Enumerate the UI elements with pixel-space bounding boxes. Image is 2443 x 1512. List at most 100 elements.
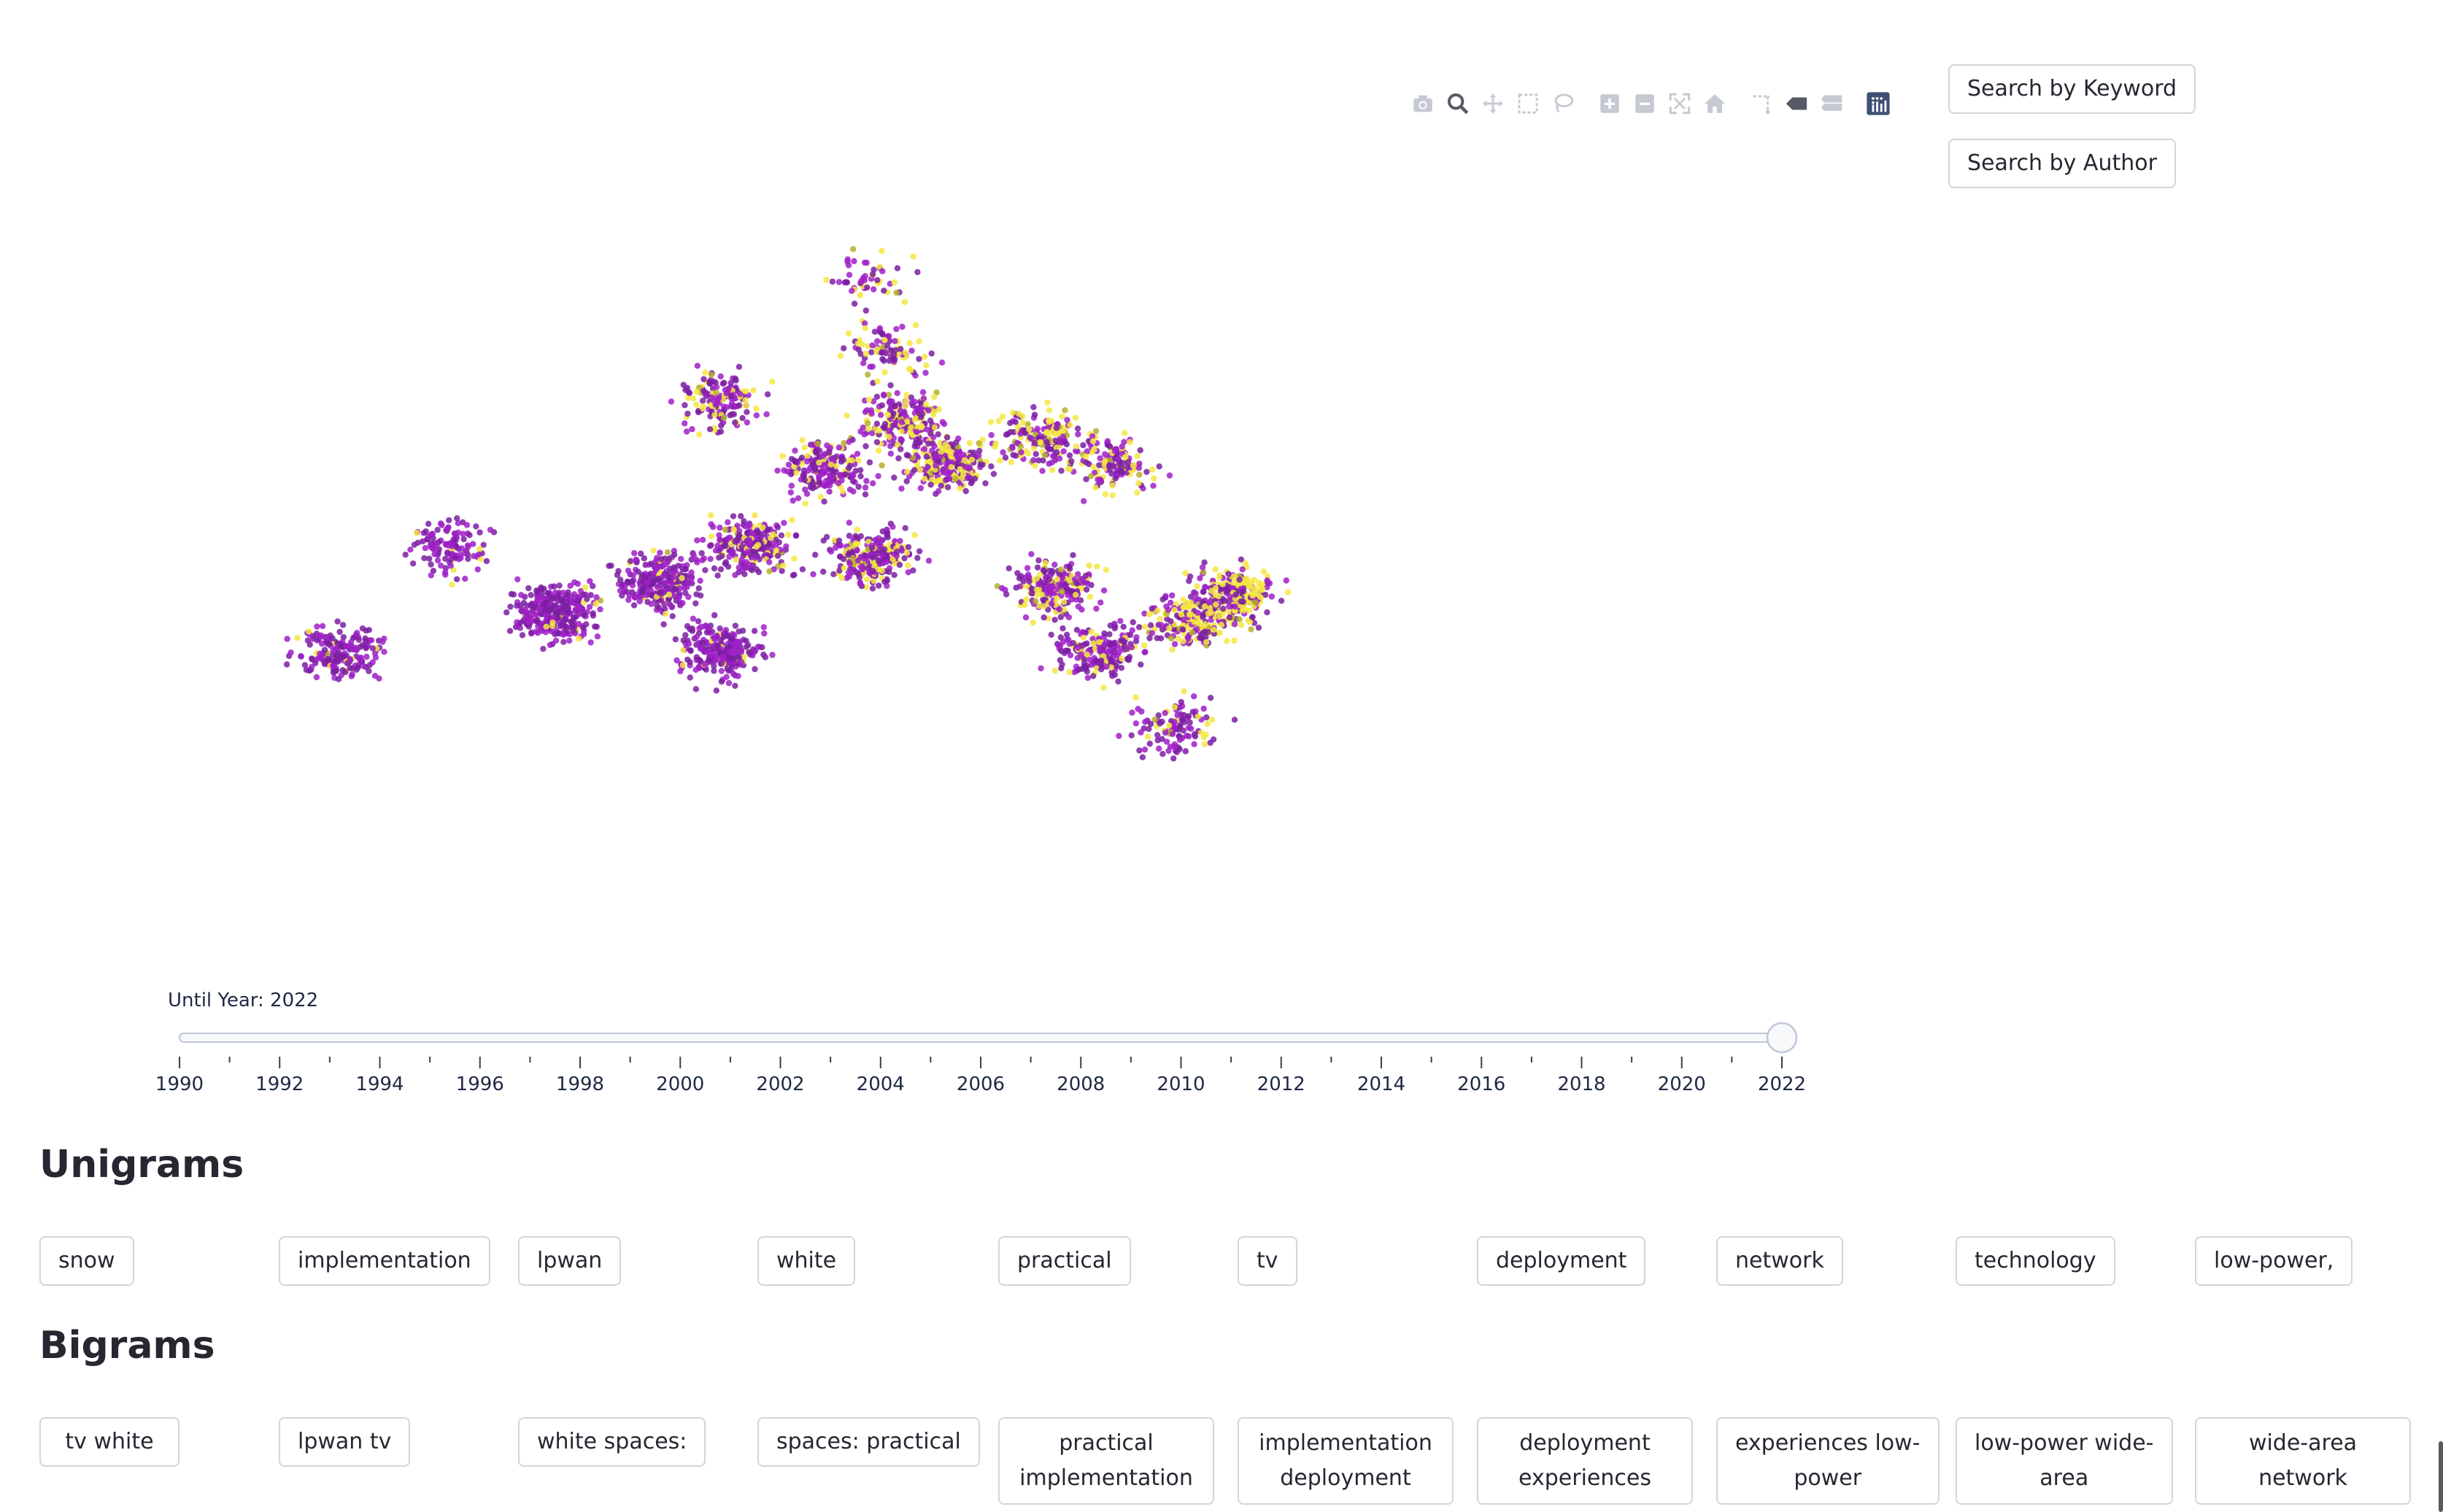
scatter-point — [1278, 598, 1285, 604]
scatter-point — [1202, 603, 1208, 610]
unigram-chip[interactable]: tv — [1238, 1236, 1297, 1286]
unigram-chip[interactable]: practical — [998, 1236, 1131, 1286]
scatter-point — [520, 600, 528, 606]
scatter-point — [662, 579, 669, 586]
unigram-chip[interactable]: technology — [1956, 1236, 2115, 1286]
scatter-point — [706, 379, 713, 385]
scatter-point — [368, 637, 375, 644]
scatter-point — [935, 431, 941, 438]
bigram-chip[interactable]: lpwan tv — [279, 1417, 411, 1467]
scatter-point — [835, 444, 843, 451]
bigram-chip[interactable]: implementation deployment — [1238, 1417, 1454, 1505]
scatter-point — [1018, 449, 1024, 455]
zoom-in-icon[interactable] — [1595, 88, 1624, 120]
scatter-point — [701, 376, 707, 382]
scatter-point — [774, 552, 781, 559]
scatter-point — [1058, 647, 1065, 655]
scatter-point — [1135, 706, 1141, 712]
hover-compare-icon[interactable] — [1817, 88, 1846, 120]
unigram-chip[interactable]: network — [1716, 1236, 1843, 1286]
scatter-point — [1089, 438, 1097, 444]
scatter-point — [1100, 587, 1108, 594]
unigram-chip[interactable]: deployment — [1477, 1236, 1646, 1286]
scatter-point — [1038, 665, 1044, 672]
bigram-chip[interactable]: wide-area network — [2195, 1417, 2411, 1505]
pan-icon[interactable] — [1478, 88, 1508, 120]
search-by-keyword-button[interactable]: Search by Keyword — [1948, 64, 2196, 114]
unigram-chip[interactable]: lpwan — [518, 1236, 622, 1286]
scatter-point — [537, 593, 544, 599]
scatter-point — [753, 412, 760, 419]
scatter-point — [1063, 441, 1070, 448]
scatter-point — [793, 469, 800, 477]
bigram-chip[interactable]: low-power wide-area — [1956, 1417, 2173, 1505]
lasso-select-icon[interactable] — [1548, 88, 1578, 120]
scatter-point — [1084, 651, 1091, 658]
scatter-point — [1141, 747, 1149, 753]
scatter-point — [931, 443, 938, 450]
bigram-chip[interactable]: spaces: practical — [757, 1417, 980, 1467]
bigram-chip[interactable]: experiences low-power — [1716, 1417, 1940, 1505]
scatter-point — [442, 555, 449, 562]
unigram-chip[interactable]: snow — [39, 1236, 134, 1286]
scatter-point — [360, 663, 367, 670]
plotly-logo-icon[interactable] — [1864, 88, 1893, 120]
scatter-point — [1104, 649, 1111, 655]
scatter-point — [1156, 745, 1162, 752]
scatter-point — [760, 624, 768, 630]
scatter-point — [861, 552, 868, 558]
scatter-point — [820, 537, 827, 544]
reset-axes-icon[interactable] — [1700, 88, 1729, 120]
scatter-point — [1092, 485, 1099, 491]
scatter-point — [717, 566, 725, 573]
scatter-point — [431, 551, 438, 558]
unigram-chip[interactable]: implementation — [279, 1236, 490, 1286]
scatter-point — [1200, 611, 1206, 618]
bigram-chip[interactable]: tv white — [39, 1417, 180, 1467]
bigram-chip[interactable]: deployment experiences — [1477, 1417, 1693, 1505]
scatter-point — [593, 623, 600, 630]
unigram-chip[interactable]: low-power, — [2195, 1236, 2353, 1286]
search-by-author-button[interactable]: Search by Author — [1948, 139, 2176, 188]
scatter-point — [657, 589, 664, 596]
scatter-point — [803, 490, 811, 497]
scatter-point — [753, 566, 760, 573]
scatter-point — [923, 453, 930, 460]
scatter-point — [1141, 610, 1148, 617]
scatter-point — [693, 591, 700, 598]
box-select-icon[interactable] — [1513, 88, 1543, 120]
scatter-point — [284, 636, 290, 642]
scatter-point — [746, 539, 753, 546]
scatter-point — [1138, 661, 1144, 668]
scatter-point — [1077, 652, 1084, 658]
unigram-chip[interactable]: white — [757, 1236, 856, 1286]
scatter-point — [1132, 694, 1139, 701]
scatter-point — [1203, 731, 1210, 738]
autoscale-icon[interactable] — [1665, 88, 1694, 120]
scatter-point — [1119, 469, 1126, 476]
scatter-point — [1082, 453, 1089, 460]
zoom-out-icon[interactable] — [1630, 88, 1659, 120]
scatter-point — [1002, 454, 1009, 461]
scatter-point — [663, 611, 669, 617]
scatter-point — [736, 655, 743, 661]
scatter-point — [1134, 452, 1141, 460]
scatter-point — [1106, 462, 1113, 469]
year-slider[interactable]: 1990 1992 1994 1996 1998 2000 2002 2004 2006 2008… — [146, 1007, 1839, 1102]
scatter-point — [733, 377, 739, 384]
scatter-point — [695, 409, 702, 416]
scatter-point — [1062, 407, 1068, 414]
bigram-chip-label: implementation — [1259, 1430, 1432, 1456]
scatter-point — [879, 528, 886, 535]
camera-icon[interactable] — [1408, 88, 1437, 120]
scatter-point — [1142, 719, 1149, 725]
bigram-chip[interactable]: practical implementation — [998, 1417, 1214, 1505]
page-scrollbar[interactable] — [2439, 1441, 2443, 1512]
scatter-point — [581, 612, 587, 619]
zoom-icon[interactable] — [1443, 88, 1473, 120]
bigram-chip[interactable]: white spaces: — [518, 1417, 706, 1467]
scatter-plot[interactable] — [0, 219, 1824, 934]
scatter-point — [1191, 619, 1197, 625]
hover-closest-icon[interactable] — [1782, 88, 1811, 120]
spike-lines-icon[interactable] — [1747, 88, 1776, 120]
